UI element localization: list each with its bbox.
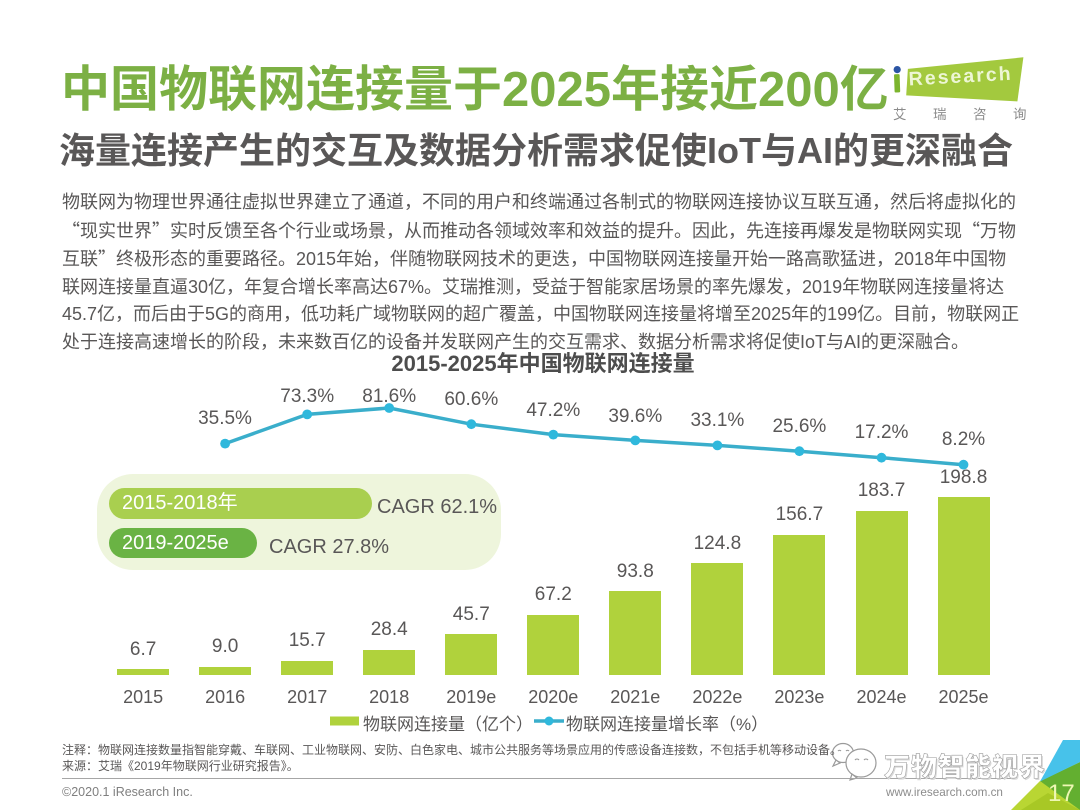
svg-text:艾瑞咨询: 艾瑞咨询 bbox=[893, 107, 1053, 122]
svg-text:17: 17 bbox=[1048, 780, 1075, 807]
